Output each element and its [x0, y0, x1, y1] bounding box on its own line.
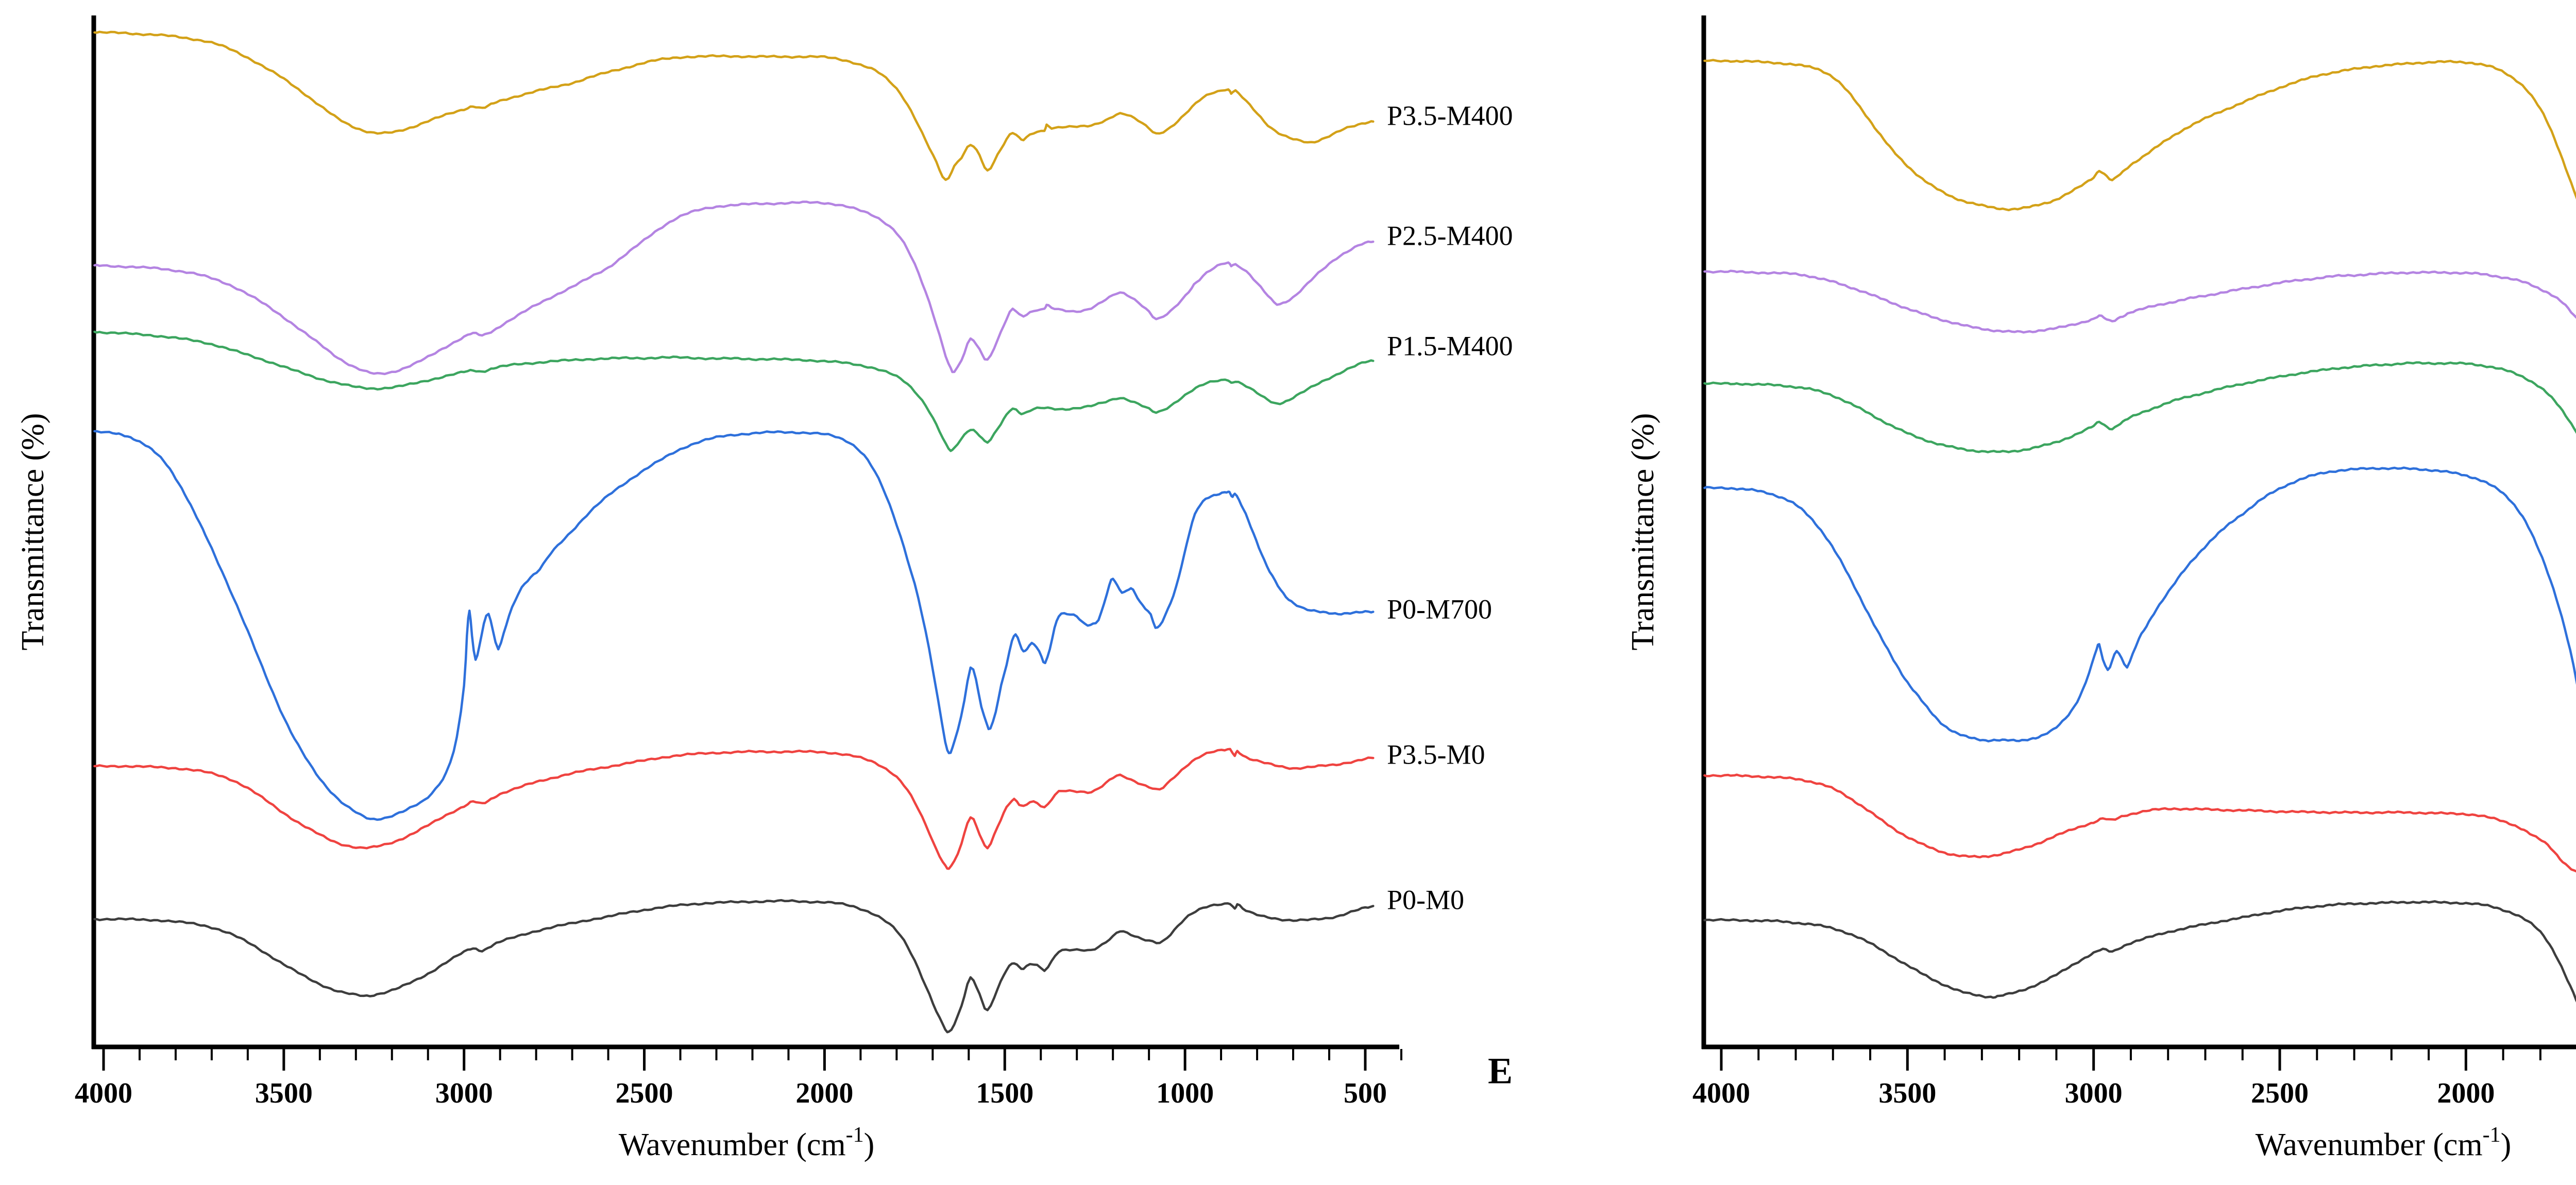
spectrum-line-P3.5-M0 — [1703, 773, 2576, 873]
spectrum-line-P3.5-M400 — [93, 30, 1375, 181]
x-tick-label: 1000 — [1156, 1077, 1214, 1109]
spectrum-line-P0-M0 — [93, 899, 1375, 1034]
x-tick-label: 3500 — [255, 1077, 313, 1109]
panel-letter-E: E — [1488, 1051, 1513, 1092]
spectrum-line-P3.5-M0 — [93, 748, 1375, 870]
x-axis-title-close: ) — [864, 1127, 875, 1162]
x-axis-title-superscript: -1 — [846, 1123, 864, 1147]
x-tick-label: 3000 — [435, 1077, 493, 1109]
x-tick-label: 4000 — [1692, 1077, 1750, 1109]
spectrum-line-P1.5-M400 — [93, 330, 1375, 452]
x-axis-title-text: Wavenumber (cm — [619, 1127, 846, 1162]
spectrum-line-P0-M700 — [1703, 466, 2576, 742]
spectrum-line-P1.5-M700 — [1703, 361, 2576, 453]
x-axis-title-close: ) — [2501, 1127, 2512, 1162]
y-axis-title: Transmittance (%) — [1625, 413, 1660, 651]
x-axis-title: Wavenumber (cm-1) — [2256, 1123, 2512, 1163]
series-label: P0-M700 — [1387, 594, 1492, 624]
x-tick-label: 2000 — [795, 1077, 853, 1109]
x-axis-title-superscript: -1 — [2483, 1123, 2501, 1147]
spectrum-line-P3.5-M700 — [1703, 59, 2576, 212]
x-tick-label: 2000 — [2437, 1077, 2495, 1109]
x-tick-label: 1500 — [976, 1077, 1033, 1109]
x-tick-label: 4000 — [75, 1077, 132, 1109]
y-axis-title: Transmittance (%) — [15, 413, 50, 651]
x-tick-label: 3500 — [1878, 1077, 1936, 1109]
x-tick-label: 500 — [1344, 1077, 1387, 1109]
series-label: P3.5-M0 — [1387, 739, 1485, 770]
spectrum-line-P2.5-M700 — [1703, 269, 2576, 334]
series-label: P1.5-M400 — [1387, 330, 1513, 361]
spectrum-line-P0-M0 — [1703, 900, 2576, 1003]
x-tick-label: 2500 — [616, 1077, 673, 1109]
series-label: P0-M0 — [1387, 884, 1464, 915]
x-axis-title-text: Wavenumber (cm — [2256, 1127, 2483, 1162]
x-axis-title: Wavenumber (cm-1) — [619, 1123, 875, 1163]
panel-E: 4000 3500 3000 2500 2000 1500 1000 500 Wavenumbe… — [15, 15, 1513, 1162]
panel-F: 4000350030002500200015001000500Wavenumbe… — [1625, 15, 2576, 1162]
x-tick-label: 3000 — [2065, 1077, 2123, 1109]
series-label: P3.5-M400 — [1387, 100, 1513, 131]
x-tick-label: 2500 — [2251, 1077, 2309, 1109]
spectrum-line-P2.5-M400 — [93, 200, 1375, 376]
series-label: P2.5-M400 — [1387, 220, 1513, 251]
spectrum-line-P0-M700 — [93, 430, 1375, 821]
